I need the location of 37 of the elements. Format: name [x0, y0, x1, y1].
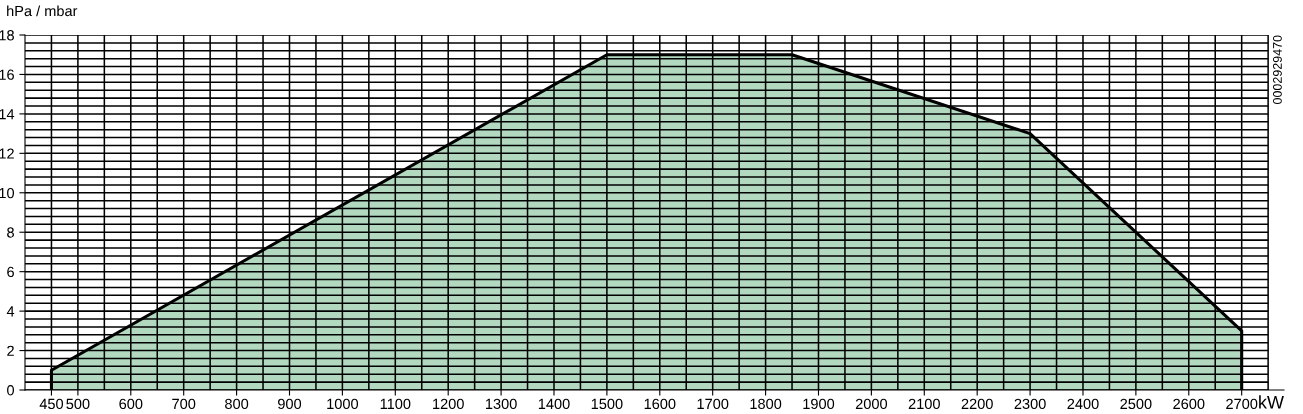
x-tick-label: 450 [39, 398, 64, 410]
y-tick-label: 16 [0, 69, 14, 80]
y-tick-label: 0 [7, 385, 15, 396]
x-tick-label: 2600 [1173, 398, 1205, 410]
x-tick-label: 2500 [1120, 398, 1152, 410]
x-tick-label: 1300 [485, 398, 517, 410]
x-tick-label: 1700 [697, 398, 729, 410]
x-axis-title: kW [1259, 395, 1284, 409]
x-tick-label: 1100 [380, 398, 411, 410]
x-tick-label: 2200 [961, 398, 993, 410]
x-tick-label: 1000 [327, 398, 359, 410]
y-tick-label: 8 [7, 227, 14, 238]
x-tick-label: 2700 [1226, 398, 1258, 410]
x-tick-label: 1600 [644, 398, 676, 410]
x-tick-label: 800 [225, 398, 249, 410]
x-tick-label: 2400 [1067, 398, 1099, 410]
x-tick-label: 1500 [591, 398, 623, 410]
y-tick-label: 6 [7, 266, 14, 278]
x-tick-label: 1900 [803, 398, 835, 410]
x-tick-label: 600 [119, 398, 143, 410]
x-tick-label: 2100 [908, 398, 940, 410]
x-tick-label: 1200 [433, 398, 464, 410]
annotation: 0002929470 [1273, 35, 1282, 105]
x-tick-label: 2000 [855, 398, 888, 410]
x-tick-label: 500 [66, 398, 90, 410]
y-tick-label: 4 [6, 306, 15, 317]
x-tick-label: 900 [278, 398, 302, 410]
y-tick-label: 14 [0, 109, 15, 120]
y-tick-label: 12 [0, 148, 14, 159]
x-tick-label: 2300 [1014, 398, 1046, 410]
y-tick-label: 2 [7, 345, 14, 356]
y-tick-label: 18 [0, 30, 14, 41]
x-tick-label: 700 [172, 398, 196, 410]
y-axis-title: hPa / mbar [7, 5, 78, 17]
x-tick-label: 1400 [538, 398, 570, 410]
y-tick-label: 10 [0, 187, 15, 199]
x-tick-label: 1800 [750, 398, 782, 410]
